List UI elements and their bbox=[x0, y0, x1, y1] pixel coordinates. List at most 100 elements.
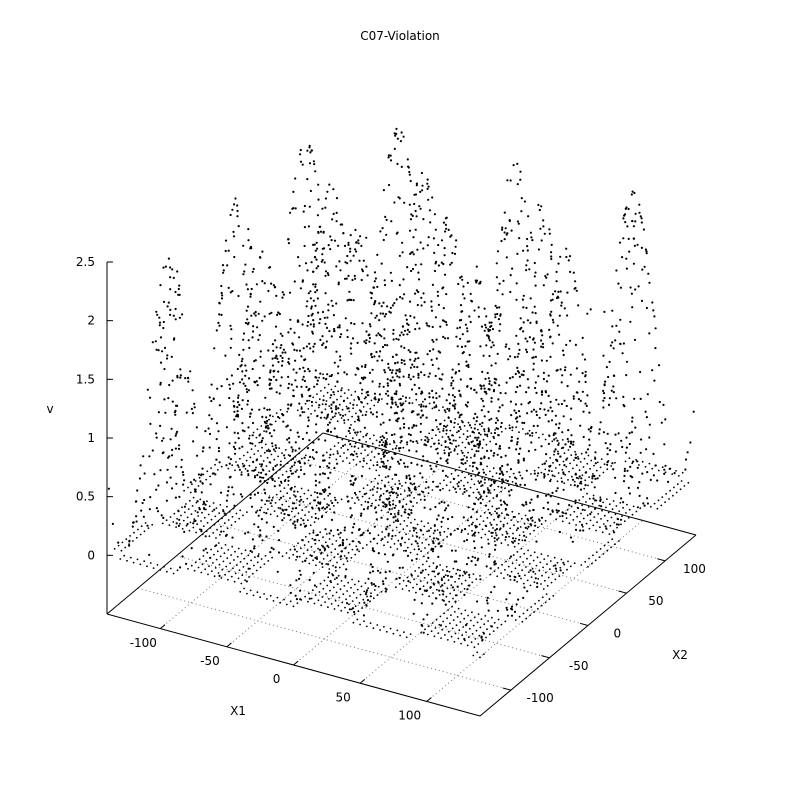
data-point bbox=[413, 475, 416, 478]
data-point bbox=[553, 450, 556, 453]
data-point bbox=[274, 480, 276, 483]
data-point bbox=[279, 346, 282, 349]
data-point bbox=[638, 203, 641, 206]
data-point bbox=[395, 411, 398, 414]
data-point bbox=[579, 529, 582, 532]
data-point bbox=[656, 507, 659, 510]
data-point bbox=[297, 542, 299, 545]
data-point bbox=[478, 523, 481, 526]
data-point bbox=[412, 253, 415, 256]
data-point bbox=[320, 515, 323, 519]
data-point bbox=[405, 584, 408, 587]
data-point bbox=[274, 325, 278, 328]
data-point bbox=[272, 284, 275, 287]
data-point bbox=[486, 433, 489, 436]
data-point bbox=[642, 228, 646, 231]
data-point bbox=[562, 353, 565, 357]
data-point bbox=[352, 458, 355, 461]
data-point bbox=[594, 559, 597, 562]
data-point bbox=[269, 423, 272, 426]
data-point bbox=[439, 489, 442, 492]
data-point bbox=[439, 585, 442, 588]
data-point bbox=[255, 459, 258, 462]
data-point bbox=[501, 534, 504, 536]
data-point bbox=[244, 263, 247, 266]
data-point bbox=[592, 554, 594, 557]
data-point bbox=[631, 306, 634, 309]
data-point bbox=[335, 265, 338, 268]
data-point bbox=[595, 529, 597, 532]
data-point bbox=[329, 396, 332, 399]
data-point bbox=[561, 349, 565, 352]
data-point bbox=[437, 573, 440, 576]
data-point bbox=[516, 162, 519, 165]
data-point bbox=[495, 262, 498, 265]
data-point bbox=[488, 354, 491, 358]
data-point bbox=[308, 342, 311, 345]
data-point bbox=[208, 565, 210, 567]
data-point bbox=[550, 255, 553, 258]
data-point bbox=[306, 300, 309, 303]
data-point bbox=[308, 205, 311, 208]
data-point bbox=[342, 460, 344, 463]
data-point bbox=[341, 408, 344, 411]
data-point bbox=[562, 415, 565, 418]
data-point bbox=[408, 330, 411, 334]
data-point bbox=[445, 507, 448, 510]
data-point bbox=[299, 573, 302, 576]
data-point bbox=[594, 451, 597, 454]
data-point bbox=[171, 400, 174, 403]
data-point bbox=[470, 619, 472, 622]
data-point bbox=[345, 277, 348, 280]
data-point bbox=[380, 516, 383, 519]
data-point bbox=[559, 569, 562, 572]
data-point bbox=[657, 499, 660, 502]
data-point bbox=[218, 563, 221, 566]
data-point bbox=[565, 247, 568, 250]
data-point bbox=[515, 334, 518, 337]
data-point bbox=[465, 571, 468, 574]
data-point bbox=[417, 545, 420, 548]
data-point bbox=[491, 475, 494, 478]
data-point bbox=[287, 484, 290, 486]
data-point bbox=[414, 570, 417, 572]
data-point bbox=[390, 371, 393, 374]
data-point bbox=[375, 518, 378, 521]
data-point bbox=[522, 459, 526, 462]
data-point bbox=[206, 500, 208, 503]
data-point bbox=[271, 496, 274, 499]
data-point bbox=[189, 481, 192, 484]
data-point bbox=[302, 552, 305, 555]
data-point bbox=[479, 280, 482, 283]
data-point bbox=[340, 550, 343, 553]
data-point bbox=[142, 455, 145, 458]
data-point bbox=[163, 346, 167, 349]
data-point bbox=[374, 447, 377, 450]
data-point bbox=[430, 630, 433, 633]
data-point bbox=[505, 256, 508, 259]
data-point bbox=[215, 458, 218, 461]
data-point bbox=[501, 478, 504, 481]
data-point bbox=[218, 313, 221, 316]
data-point bbox=[497, 567, 500, 569]
data-point bbox=[268, 432, 271, 435]
data-point bbox=[574, 499, 577, 502]
data-point bbox=[531, 519, 534, 522]
data-point bbox=[453, 589, 455, 592]
data-point bbox=[465, 468, 467, 471]
data-point bbox=[398, 566, 401, 570]
data-point bbox=[425, 589, 429, 592]
data-point bbox=[454, 594, 458, 597]
data-point bbox=[256, 561, 259, 564]
data-point bbox=[584, 370, 587, 373]
data-point bbox=[451, 368, 454, 371]
data-point bbox=[432, 537, 435, 540]
data-point bbox=[267, 560, 270, 562]
data-point bbox=[645, 306, 649, 310]
data-point bbox=[281, 356, 284, 360]
data-point bbox=[377, 452, 380, 455]
data-point bbox=[246, 390, 249, 394]
data-point bbox=[593, 486, 596, 489]
data-point bbox=[413, 482, 416, 485]
data-point bbox=[178, 293, 181, 296]
